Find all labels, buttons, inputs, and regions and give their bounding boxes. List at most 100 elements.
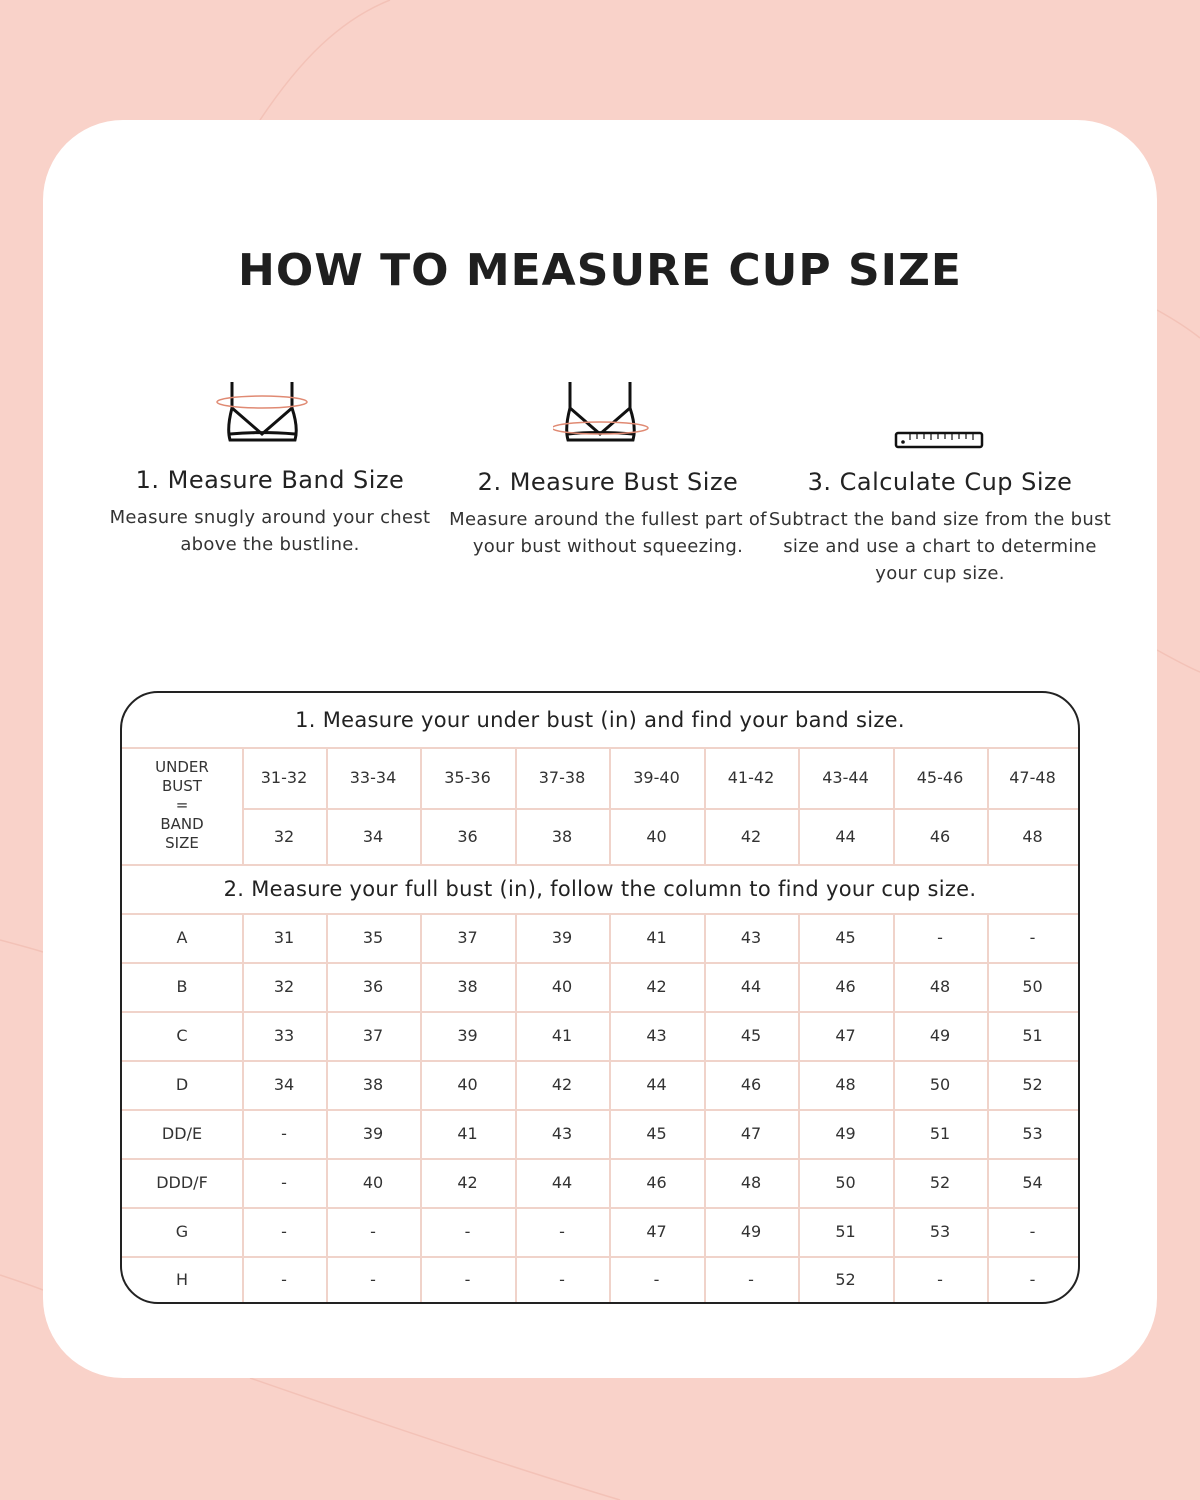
- cup-value-cell: 38: [362, 1075, 384, 1094]
- cup-value-cell: 41: [551, 1026, 573, 1045]
- cup-value-cell: 42: [551, 1075, 573, 1094]
- cup-value-cell: 36: [362, 977, 384, 996]
- cup-value-cell: 42: [646, 977, 667, 996]
- cup-value-cell: 35: [362, 928, 384, 947]
- cup-value-cell: -: [748, 1269, 754, 1289]
- grid-line: [987, 913, 989, 1302]
- band-size-cell: 34: [362, 826, 384, 846]
- cup-value-cell: 52: [929, 1173, 951, 1192]
- grid-line: [609, 747, 611, 864]
- grid-line: [122, 1060, 1078, 1062]
- step-1: 1. Measure Band Size Measure snugly arou…: [90, 370, 450, 558]
- band-size-cell: 48: [1022, 826, 1043, 846]
- grid-line: [122, 1158, 1078, 1160]
- grid-line: [326, 913, 328, 1302]
- cup-label-cell: C: [176, 1026, 188, 1045]
- step-2: 2. Measure Bust Size Measure around the …: [428, 370, 788, 560]
- step-description: Subtract the band size from the bust siz…: [768, 509, 1112, 584]
- under-bust-cell: 37-38: [538, 768, 586, 787]
- table-heading-band: 1. Measure your under bust (in) and find…: [295, 708, 905, 732]
- cup-value-cell: -: [281, 1124, 287, 1143]
- band-size-cell: 46: [929, 826, 951, 846]
- cup-value-cell: 46: [740, 1075, 762, 1094]
- cup-value-cell: 46: [835, 977, 856, 996]
- grid-line: [122, 1256, 1078, 1258]
- cup-label-cell: G: [175, 1222, 189, 1241]
- cup-label-cell: H: [175, 1269, 189, 1289]
- table-heading-cup: 2. Measure your full bust (in), follow t…: [223, 876, 977, 901]
- cup-label-cell: A: [176, 928, 188, 947]
- cup-value-cell: 33: [273, 1026, 295, 1045]
- bra-band-measure-icon: [90, 370, 450, 450]
- cup-value-cell: -: [937, 928, 943, 947]
- step-heading: 3. Calculate Cup Size: [807, 468, 1073, 496]
- band-size-cell: 42: [740, 826, 762, 846]
- grid-line: [893, 913, 895, 1302]
- cup-value-cell: 40: [362, 1173, 384, 1192]
- cup-value-cell: 51: [835, 1222, 856, 1241]
- cup-value-cell: 45: [740, 1026, 762, 1045]
- band-size-cell: 36: [457, 826, 478, 846]
- cup-value-cell: 44: [551, 1173, 573, 1192]
- cup-value-cell: -: [464, 1222, 471, 1241]
- content-card: [43, 120, 1157, 1378]
- cup-value-cell: 46: [646, 1173, 667, 1192]
- cup-value-cell: 52: [1022, 1075, 1043, 1094]
- cup-value-cell: -: [370, 1222, 376, 1241]
- cup-value-cell: 50: [1022, 977, 1043, 996]
- grid-line: [515, 913, 517, 1302]
- under-bust-cell: 31-32: [260, 768, 308, 787]
- grid-line: [122, 864, 1078, 866]
- grid-line: [798, 913, 800, 1302]
- cup-label-cell: DDD/F: [156, 1173, 208, 1192]
- cup-label-cell: B: [176, 977, 188, 996]
- cup-label-cell: D: [175, 1075, 189, 1094]
- cup-value-cell: 39: [457, 1026, 478, 1045]
- band-size-cell: 44: [835, 826, 856, 846]
- cup-value-cell: 51: [1022, 1026, 1043, 1045]
- band-label-line: BUST: [162, 777, 202, 795]
- grid-line: [122, 962, 1078, 964]
- under-bust-cell: 35-36: [444, 768, 491, 787]
- cup-value-cell: 44: [740, 977, 762, 996]
- grid-line: [326, 747, 328, 864]
- band-size-cell: 38: [551, 826, 573, 846]
- under-bust-cell: 33-34: [349, 768, 397, 787]
- cup-value-cell: 51: [929, 1124, 951, 1143]
- cup-value-cell: 40: [551, 977, 573, 996]
- cup-value-cell: 53: [1022, 1124, 1043, 1143]
- cup-value-cell: -: [1029, 1269, 1036, 1289]
- band-size-cell: 40: [646, 826, 667, 846]
- cup-value-cell: 39: [551, 928, 573, 947]
- cup-value-cell: 43: [646, 1026, 667, 1045]
- grid-line: [242, 913, 244, 1302]
- cup-value-cell: 42: [457, 1173, 478, 1192]
- cup-value-cell: 53: [929, 1222, 951, 1241]
- band-label-line: UNDER: [155, 758, 209, 776]
- cup-value-cell: 50: [929, 1075, 951, 1094]
- step-description: Measure around the fullest part of your …: [449, 509, 767, 557]
- grid-line: [242, 747, 244, 864]
- cup-value-cell: 50: [835, 1173, 856, 1192]
- grid-line: [420, 913, 422, 1302]
- cup-value-cell: -: [1029, 928, 1036, 947]
- cup-value-cell: 52: [835, 1269, 856, 1289]
- cup-value-cell: 49: [835, 1124, 856, 1143]
- under-bust-cell: 45-46: [916, 768, 964, 787]
- cup-value-cell: -: [281, 1173, 287, 1192]
- cup-value-cell: 54: [1022, 1173, 1043, 1192]
- under-bust-cell: 47-48: [1009, 768, 1056, 787]
- grid-line: [420, 747, 422, 864]
- band-label-line: SIZE: [165, 834, 199, 852]
- size-chart-table: 1. Measure your under bust (in) and find…: [120, 691, 1080, 1304]
- grid-line: [122, 1207, 1078, 1209]
- band-label-cell: UNDER BUST = BAND SIZE: [122, 747, 242, 864]
- cup-value-cell: 45: [646, 1124, 667, 1143]
- grid-line: [242, 808, 1078, 810]
- cup-value-cell: -: [937, 1269, 943, 1289]
- grid-line: [609, 913, 611, 1302]
- page-title: HOW TO MEASURE CUP SIZE: [238, 245, 962, 296]
- grid-line: [798, 747, 800, 864]
- band-size-cell: 32: [273, 826, 295, 846]
